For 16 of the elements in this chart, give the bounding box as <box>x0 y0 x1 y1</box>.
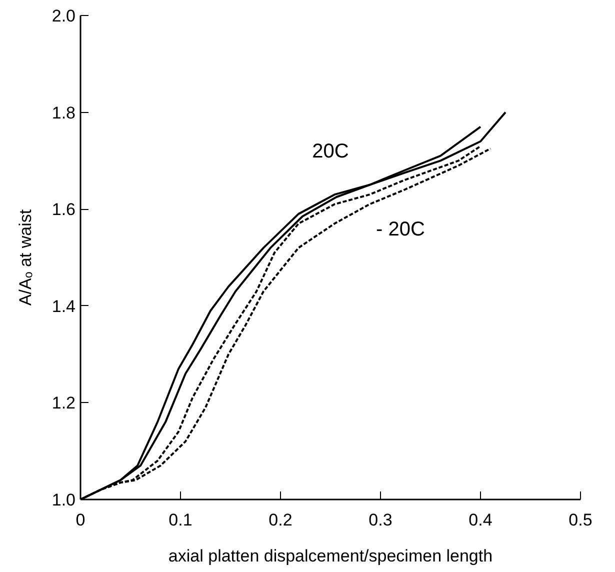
x-tick-label: 0.4 <box>468 510 492 530</box>
y-tick-label: 1.6 <box>52 200 76 220</box>
annotation: - 20C <box>376 218 425 240</box>
x-tick-label: 0.3 <box>368 510 392 530</box>
x-tick-label: 0 <box>76 510 86 530</box>
x-tick-label: 0.5 <box>568 510 592 530</box>
y-tick-label: 1.8 <box>52 103 76 122</box>
y-tick-label: 1.4 <box>52 296 76 316</box>
x-tick-label: 0.2 <box>268 510 292 530</box>
y-tick-label: 1.0 <box>52 490 76 510</box>
y-tick-label: 2.0 <box>52 6 76 26</box>
y-tick-label: 1.2 <box>52 394 76 413</box>
annotation: 20C <box>312 140 349 162</box>
y-axis-title: A/Aₒ at waist <box>16 209 35 306</box>
x-tick-label: 0.1 <box>168 510 192 530</box>
x-axis-title: axial platten dispalcement/specimen length <box>168 546 493 566</box>
